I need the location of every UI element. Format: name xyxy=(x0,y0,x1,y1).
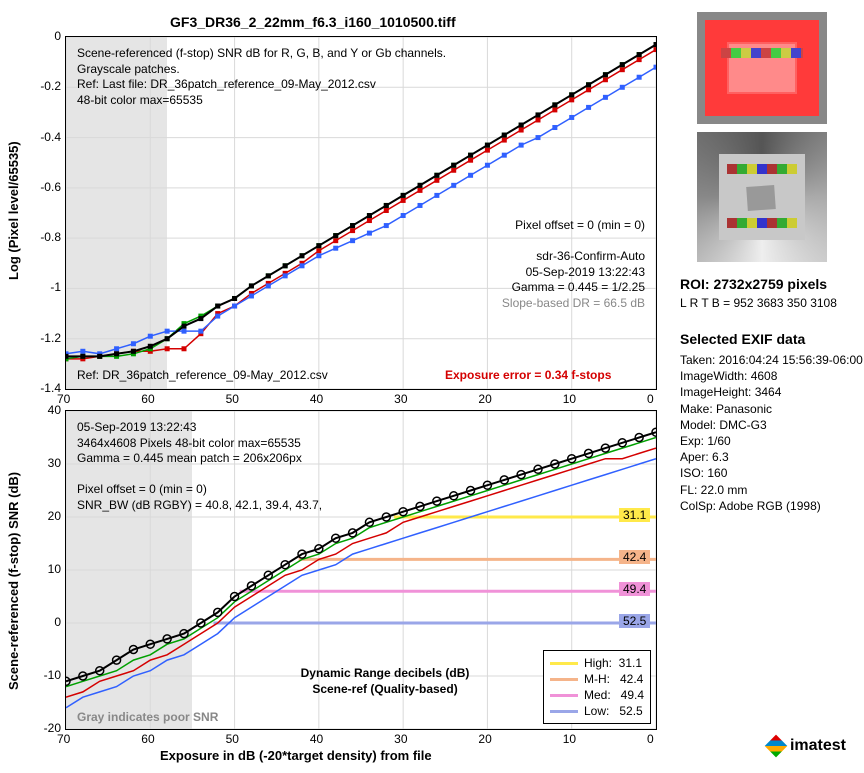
exif-line: ISO: 160 xyxy=(680,465,863,481)
x-tick: 10 xyxy=(563,392,576,406)
x-tick: 30 xyxy=(394,732,407,746)
thumbnail-red xyxy=(697,12,827,124)
x-tick: 20 xyxy=(478,732,491,746)
y-tick: -0.8 xyxy=(29,230,61,244)
exif-line: ColSp: Adobe RGB (1998) xyxy=(680,498,863,514)
gray-hint: Gray indicates poor SNR xyxy=(77,710,218,726)
y-tick: 30 xyxy=(29,456,61,470)
chart2-xlabel: Exposure in dB (-20*target density) from… xyxy=(160,748,432,763)
chart1-annot-mr: Pixel offset = 0 (min = 0) sdr-36-Confir… xyxy=(435,218,645,312)
exif-line: Make: Panasonic xyxy=(680,401,863,417)
legend-row: Low: 52.5 xyxy=(550,703,644,719)
exif-line: Model: DMC-G3 xyxy=(680,417,863,433)
x-tick: 30 xyxy=(394,392,407,406)
y-tick: -10 xyxy=(29,668,61,682)
roi-sub: L R T B = 952 3683 350 3108 xyxy=(680,296,837,312)
dr-value-label: 52.5 xyxy=(619,614,650,628)
x-tick: 60 xyxy=(141,392,154,406)
chart1-ref: Ref: DR_36patch_reference_09-May_2012.cs… xyxy=(77,368,328,384)
chart1-ylabel: Log (Pixel level/65535) xyxy=(6,141,21,280)
legend: High: 31.1M-H: 42.4Med: 49.4Low: 52.5 xyxy=(543,650,651,724)
exif-line: Taken: 2016:04:24 15:56:39-06:00 xyxy=(680,352,863,368)
y-tick: 10 xyxy=(29,562,61,576)
logo-text: imatest xyxy=(790,737,846,755)
chart-title: GF3_DR36_2_22mm_f6.3_i160_1010500.tiff xyxy=(170,14,456,30)
y-tick: -20 xyxy=(29,721,61,735)
exif-line: ImageHeight: 3464 xyxy=(680,384,863,400)
y-tick: -1 xyxy=(29,280,61,294)
dr-value-label: 49.4 xyxy=(619,582,650,596)
y-tick: 0 xyxy=(29,29,61,43)
dr-value-label: 42.4 xyxy=(619,550,650,564)
imatest-logo: imatest xyxy=(768,737,846,755)
x-tick: 40 xyxy=(310,732,323,746)
y-tick: 20 xyxy=(29,509,61,523)
x-tick: 50 xyxy=(226,392,239,406)
y-tick: 40 xyxy=(29,403,61,417)
exposure-error: Exposure error = 0.34 f-stops xyxy=(445,368,611,384)
x-tick: 50 xyxy=(226,732,239,746)
x-tick: 40 xyxy=(310,392,323,406)
x-tick: 10 xyxy=(563,732,576,746)
dr-value-label: 31.1 xyxy=(619,508,650,522)
exif-title: Selected EXIF data xyxy=(680,330,805,348)
x-tick: 60 xyxy=(141,732,154,746)
y-tick: 0 xyxy=(29,615,61,629)
x-tick: 20 xyxy=(478,392,491,406)
exif-line: Exp: 1/60 xyxy=(680,433,863,449)
roi-title: ROI: 2732x2759 pixels xyxy=(680,275,827,293)
chart2-annot-tl: 05-Sep-2019 13:22:433464x4608 Pixels 48-… xyxy=(77,420,322,514)
y-tick: -0.2 xyxy=(29,79,61,93)
logo-icon xyxy=(765,735,788,758)
legend-row: High: 31.1 xyxy=(550,655,644,671)
y-tick: -1.2 xyxy=(29,331,61,345)
exif-line: FL: 22.0 mm xyxy=(680,482,863,498)
chart2-ylabel: Scene-referenced (f-stop) SNR (dB) xyxy=(6,472,21,690)
thumbnail-gray xyxy=(697,132,827,262)
y-tick: -0.6 xyxy=(29,180,61,194)
x-tick: 0 xyxy=(647,732,654,746)
y-tick: -1.4 xyxy=(29,381,61,395)
exif-block: Taken: 2016:04:24 15:56:39-06:00ImageWid… xyxy=(680,352,863,514)
y-tick: -0.4 xyxy=(29,130,61,144)
x-tick: 0 xyxy=(647,392,654,406)
chart2-center-text: Dynamic Range decibels (dB)Scene-ref (Qu… xyxy=(255,666,515,697)
legend-row: Med: 49.4 xyxy=(550,687,644,703)
exif-line: Aper: 6.3 xyxy=(680,449,863,465)
legend-row: M-H: 42.4 xyxy=(550,671,644,687)
exif-line: ImageWidth: 4608 xyxy=(680,368,863,384)
chart1-annot-tl: Scene-referenced (f-stop) SNR dB for R, … xyxy=(77,46,446,108)
